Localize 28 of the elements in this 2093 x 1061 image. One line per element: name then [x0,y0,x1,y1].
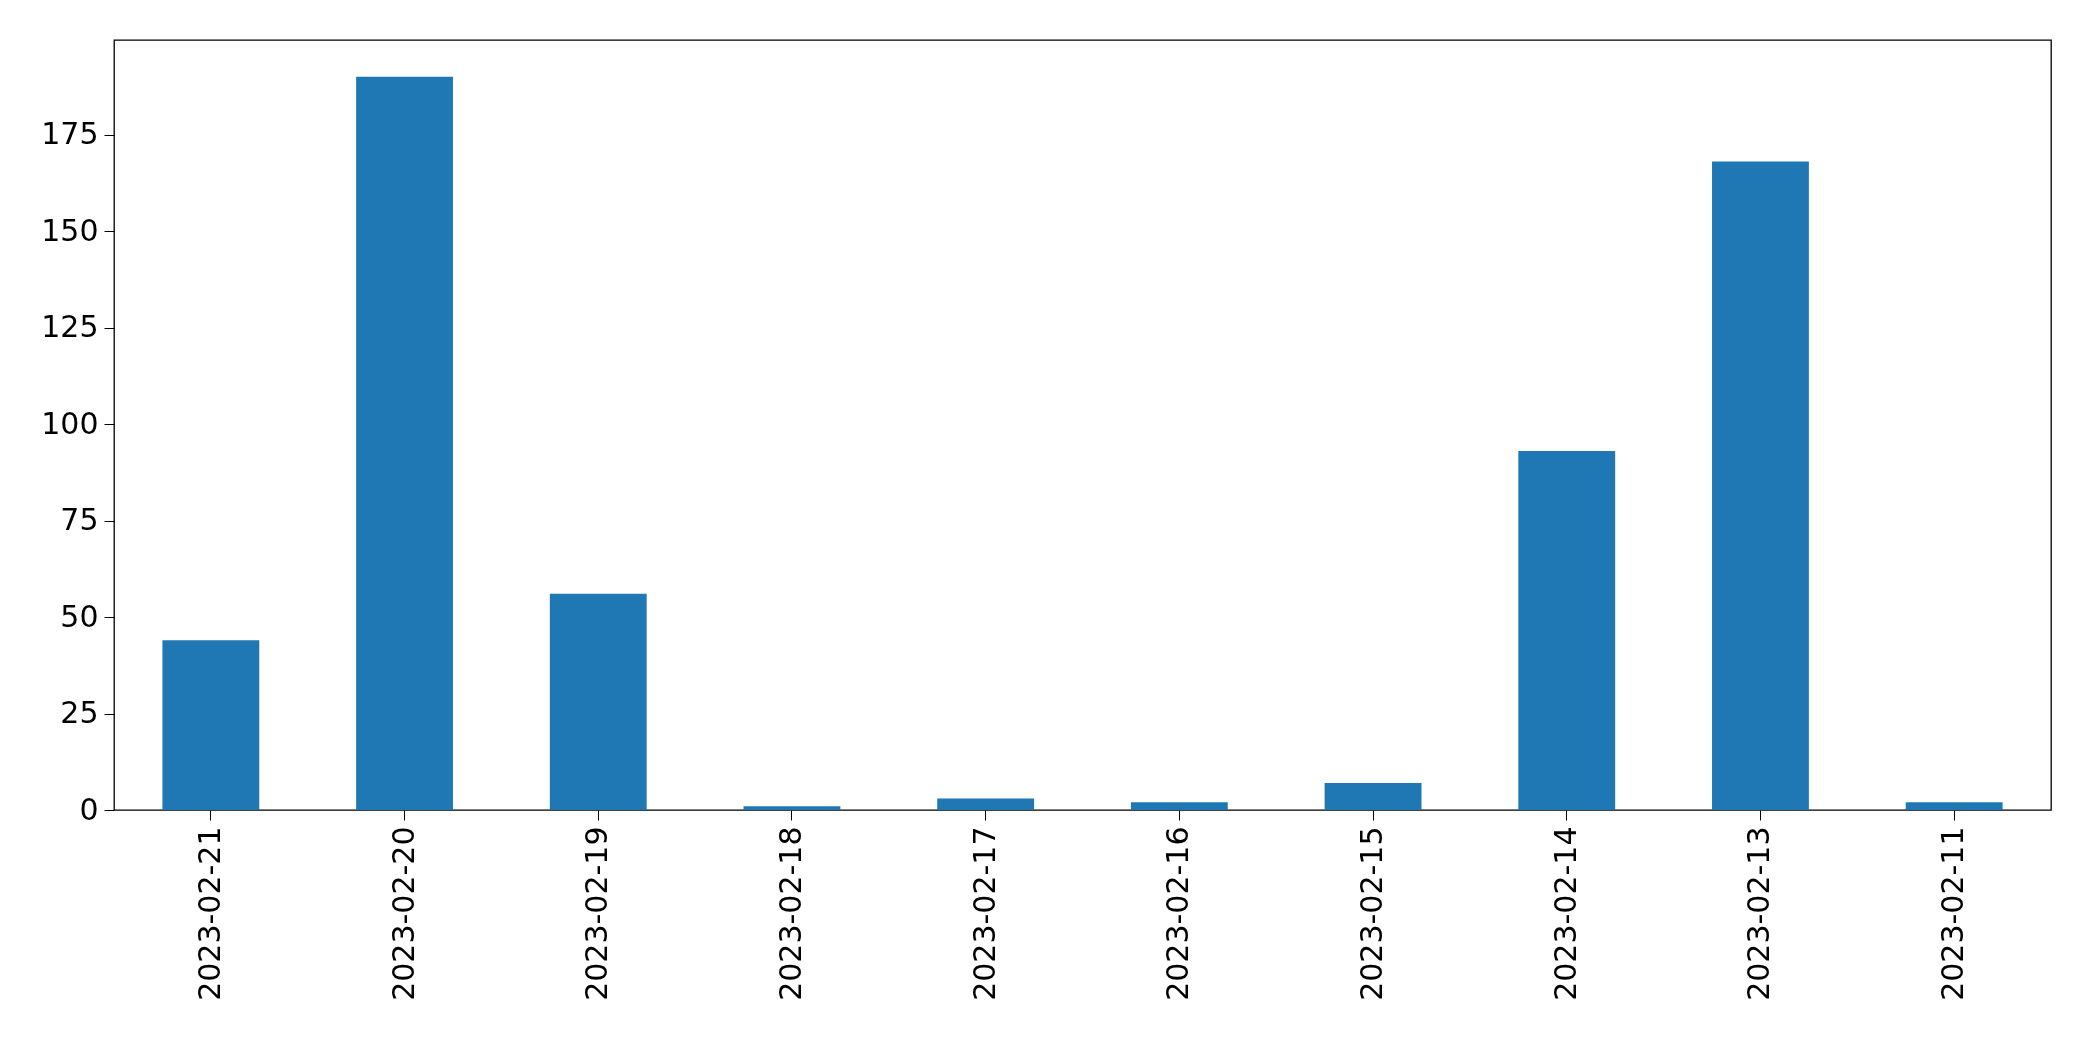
x-tick-label: 2023-02-18 [772,826,808,1001]
y-tick-label: 175 [41,116,99,152]
x-tick-label: 2023-02-11 [1935,826,1971,1001]
x-tick-label: 2023-02-17 [966,826,1002,1001]
bar [1130,802,1228,810]
bar [1712,161,1809,810]
y-tick-label: 75 [60,502,99,538]
bar [743,806,841,810]
x-tick-label: 2023-02-21 [191,826,227,1001]
bar [162,640,260,810]
y-tick-label: 0 [79,791,99,827]
bar [937,798,1035,810]
bar [549,593,647,810]
bar [1324,782,1422,810]
x-tick-label: 2023-02-19 [579,826,615,1001]
x-tick-label: 2023-02-16 [1160,826,1196,1001]
bar [1518,451,1616,810]
x-tick-label: 2023-02-20 [385,826,421,1001]
x-tick-label: 2023-02-13 [1741,826,1777,1001]
y-tick-label: 50 [60,598,99,634]
bar [356,76,453,810]
y-tick-label: 100 [41,405,99,441]
y-tick-label: 125 [41,309,99,345]
x-tick-label: 2023-02-15 [1354,826,1390,1001]
x-tick-label: 2023-02-14 [1547,826,1583,1001]
y-tick-label: 150 [41,212,99,248]
y-tick-label: 25 [60,695,99,731]
bar [1905,802,2003,810]
